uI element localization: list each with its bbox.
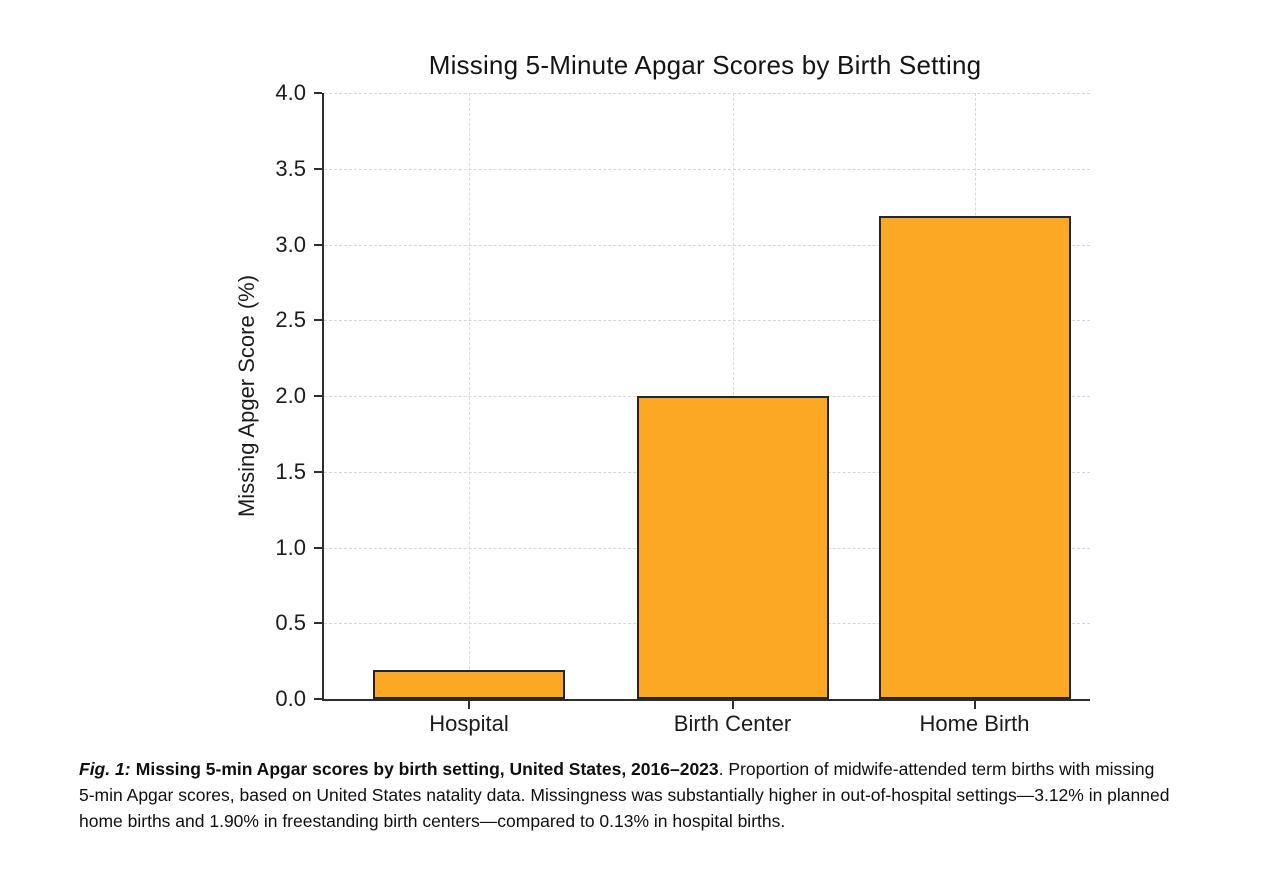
y-tick-mark-0.5 <box>314 622 322 625</box>
figure-caption: Fig. 1: Missing 5-min Apgar scores by bir… <box>79 756 1199 834</box>
y-tick-label-0.5: 0.5 <box>275 610 306 636</box>
y-tick-label-4.0: 4.0 <box>275 80 306 105</box>
caption-fig-label: Fig. 1: <box>79 759 131 779</box>
y-tick-mark-3.0 <box>314 243 322 246</box>
x-tick-mark-home-birth <box>973 701 976 709</box>
bar-home-birth <box>878 215 1071 699</box>
plot-area: 0.0 0.5 1.0 1.5 2.0 2.5 3.0 3.5 4.0 Hospital Birth… <box>275 80 1090 736</box>
y-tick-label-1.0: 1.0 <box>275 534 306 560</box>
caption-line1-rest: . Proportion of midwife-attended term bi… <box>718 759 1155 779</box>
x-tick-label-hospital: Hospital <box>429 711 509 736</box>
x-tick-mark-hospital <box>468 701 470 709</box>
y-tick-label-3.0: 3.0 <box>275 231 306 257</box>
x-tick-label-birth-center: Birth Center <box>673 711 792 736</box>
y-tick-mark-2.5 <box>314 319 322 322</box>
bar-hospital <box>373 670 565 699</box>
caption-bold-title: Missing 5-min Apgar scores by birth sett… <box>135 759 719 779</box>
x-tick-mark-birth-center <box>731 701 734 709</box>
caption-line-3: home births and 1.90% in freestanding bi… <box>79 811 786 831</box>
x-tick-label-home-birth: Home Birth <box>919 711 1030 736</box>
caption-line-2: 5-min Apgar scores, based on United Stat… <box>79 785 1170 805</box>
h-gridline-3.0 <box>324 244 1090 246</box>
y-tick-mark-1.0 <box>314 546 322 549</box>
y-tick-mark-2.0 <box>314 395 322 397</box>
y-tick-mark-4.0 <box>314 92 322 94</box>
y-tick-label-2.0: 2.0 <box>275 383 306 408</box>
caption-line-1: Fig. 1: Missing 5-min Apgar scores by bir… <box>79 756 1199 782</box>
y-tick-label-1.5: 1.5 <box>275 458 306 484</box>
h-gridline-4.0 <box>324 93 1090 94</box>
y-tick-label-2.5: 2.5 <box>275 307 306 333</box>
chart-title: Missing 5-Minute Apgar Scores by Birth S… <box>428 50 982 80</box>
y-tick-mark-0.0 <box>314 698 322 700</box>
y-tick-label-0.0: 0.0 <box>275 686 306 711</box>
bar-birth-center <box>636 396 829 699</box>
h-gridline-2.5 <box>324 320 1090 322</box>
v-gridline-0 <box>469 93 470 699</box>
y-tick-label-3.5: 3.5 <box>275 155 306 181</box>
y-tick-mark-1.5 <box>314 470 322 473</box>
y-tick-mark-3.5 <box>314 167 322 170</box>
h-gridline-3.5 <box>324 168 1090 170</box>
